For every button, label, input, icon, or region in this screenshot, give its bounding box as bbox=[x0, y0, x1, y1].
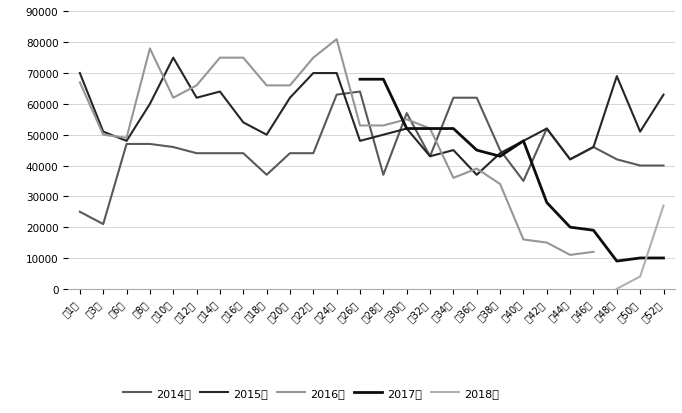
2016年 bbox=[76, 81, 84, 85]
2017年 bbox=[356, 78, 364, 83]
Line: 2016年: 2016年 bbox=[80, 40, 593, 255]
2014年 bbox=[496, 148, 504, 153]
2015年 bbox=[589, 145, 597, 150]
2014年 bbox=[333, 93, 341, 98]
2015年 bbox=[543, 127, 551, 132]
2015年 bbox=[566, 157, 574, 162]
2015年 bbox=[402, 127, 411, 132]
2015年 bbox=[192, 96, 201, 101]
2015年 bbox=[146, 102, 154, 107]
2017年 bbox=[566, 225, 574, 230]
2014年 bbox=[99, 222, 107, 227]
2016年 bbox=[473, 167, 481, 172]
2016年 bbox=[239, 56, 248, 61]
2016年 bbox=[566, 253, 574, 258]
2015年 bbox=[99, 130, 107, 135]
2015年 bbox=[216, 90, 224, 95]
2014年 bbox=[589, 145, 597, 150]
2014年 bbox=[612, 157, 621, 162]
2015年 bbox=[309, 71, 317, 76]
2018年 bbox=[612, 287, 621, 292]
2017年 bbox=[636, 256, 644, 261]
2015年 bbox=[449, 148, 458, 153]
2015年 bbox=[356, 139, 364, 144]
2018年 bbox=[636, 274, 644, 279]
2016年 bbox=[402, 118, 411, 123]
2016年 bbox=[263, 84, 271, 89]
2015年 bbox=[76, 71, 84, 76]
2014年 bbox=[263, 173, 271, 178]
2014年 bbox=[520, 179, 528, 184]
2016年 bbox=[356, 123, 364, 128]
2016年 bbox=[520, 237, 528, 242]
2016年 bbox=[286, 84, 294, 89]
2015年 bbox=[426, 154, 434, 159]
2016年 bbox=[216, 56, 224, 61]
2016年 bbox=[192, 84, 201, 89]
2016年 bbox=[496, 182, 504, 187]
2014年 bbox=[76, 210, 84, 215]
2017年 bbox=[543, 201, 551, 206]
2014年 bbox=[356, 90, 364, 95]
2014年 bbox=[659, 164, 668, 169]
2015年 bbox=[379, 133, 387, 138]
2015年 bbox=[169, 56, 177, 61]
2017年 bbox=[379, 78, 387, 83]
Line: 2015年: 2015年 bbox=[80, 59, 664, 176]
2016年 bbox=[379, 123, 387, 128]
2014年 bbox=[309, 151, 317, 156]
2015年 bbox=[263, 133, 271, 138]
2014年 bbox=[123, 142, 131, 147]
2016年 bbox=[426, 127, 434, 132]
2016年 bbox=[449, 176, 458, 181]
2014年 bbox=[449, 96, 458, 101]
2016年 bbox=[146, 47, 154, 52]
2017年 bbox=[473, 148, 481, 153]
2017年 bbox=[612, 259, 621, 264]
2017年 bbox=[426, 127, 434, 132]
2016年 bbox=[99, 133, 107, 138]
2014年 bbox=[216, 151, 224, 156]
2016年 bbox=[589, 250, 597, 255]
2014年 bbox=[239, 151, 248, 156]
2014年 bbox=[566, 157, 574, 162]
2016年 bbox=[309, 56, 317, 61]
2015年 bbox=[473, 173, 481, 178]
Legend: 2014年, 2015年, 2016年, 2017年, 2018年: 2014年, 2015年, 2016年, 2017年, 2018年 bbox=[119, 383, 503, 402]
2017年 bbox=[402, 127, 411, 132]
2014年 bbox=[543, 127, 551, 132]
2015年 bbox=[612, 74, 621, 79]
2015年 bbox=[659, 93, 668, 98]
2014年 bbox=[286, 151, 294, 156]
2015年 bbox=[239, 121, 248, 126]
2018年 bbox=[659, 204, 668, 209]
2017年 bbox=[659, 256, 668, 261]
Line: 2014年: 2014年 bbox=[80, 93, 664, 225]
2014年 bbox=[426, 154, 434, 159]
2016年 bbox=[169, 96, 177, 101]
2014年 bbox=[169, 145, 177, 150]
2015年 bbox=[333, 71, 341, 76]
2014年 bbox=[402, 112, 411, 116]
Line: 2017年: 2017年 bbox=[360, 80, 664, 261]
Line: 2018年: 2018年 bbox=[617, 206, 664, 289]
2015年 bbox=[636, 130, 644, 135]
2014年 bbox=[379, 173, 387, 178]
2016年 bbox=[543, 240, 551, 245]
2014年 bbox=[636, 164, 644, 169]
2017年 bbox=[520, 139, 528, 144]
2016年 bbox=[333, 38, 341, 43]
2014年 bbox=[146, 142, 154, 147]
2014年 bbox=[192, 151, 201, 156]
2015年 bbox=[496, 151, 504, 156]
2015年 bbox=[286, 96, 294, 101]
2015年 bbox=[520, 139, 528, 144]
2016年 bbox=[123, 136, 131, 141]
2017年 bbox=[449, 127, 458, 132]
2014年 bbox=[473, 96, 481, 101]
2017年 bbox=[589, 228, 597, 233]
2015年 bbox=[123, 139, 131, 144]
2017年 bbox=[496, 154, 504, 159]
